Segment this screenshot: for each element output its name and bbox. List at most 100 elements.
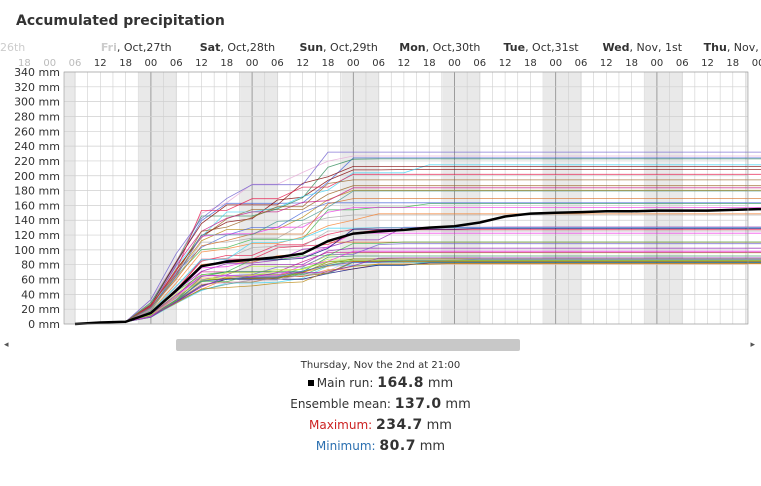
day-label: Fri, Oct,27th — [101, 41, 172, 54]
tooltip-time: Thursday, Nov the 2nd at 21:00 — [300, 360, 461, 371]
y-tick-label: 260 mm — [14, 125, 60, 138]
main-run-label: Main run: — [316, 376, 374, 390]
day-label: Tue, Oct,31st — [503, 41, 579, 54]
night-band — [64, 72, 76, 324]
y-tick-label: 100 mm — [14, 244, 60, 257]
x-tick-label: 18 — [18, 58, 31, 69]
ensemble-line — [74, 165, 761, 325]
day-label: Thu, Nov, 2nd — [704, 41, 761, 54]
ensemble-line — [74, 157, 761, 325]
x-tick-label: 18 — [322, 58, 335, 69]
x-tick-label: 06 — [575, 58, 588, 69]
ensemble-line — [74, 164, 761, 325]
night-band — [644, 72, 683, 324]
ensemble-line — [74, 250, 761, 325]
scroll-right-arrow-icon[interactable]: ▸ — [750, 340, 755, 350]
scroll-track[interactable] — [16, 336, 745, 354]
tooltip-maximum: Maximum: 234.7 mm — [0, 417, 761, 434]
x-tick-label: 18 — [119, 58, 132, 69]
ensemble-line — [74, 230, 761, 325]
y-tick-label: 20 mm — [21, 303, 60, 316]
x-tick-label: 18 — [524, 58, 537, 69]
y-tick-label: 340 mm — [14, 66, 60, 79]
day-label: Sat, Oct,28th — [200, 41, 275, 54]
tooltip-main-run: Main run: 164.8 mm — [0, 375, 761, 392]
ensemble-line — [74, 258, 761, 325]
x-tick-label: 06 — [271, 58, 284, 69]
x-tick-label: 00 — [752, 58, 761, 69]
maximum-label: Maximum: — [309, 418, 373, 432]
ensemble-line — [74, 189, 761, 325]
main-run-line — [74, 207, 761, 326]
x-tick-label: 00 — [651, 58, 664, 69]
y-tick-label: 0 mm — [28, 318, 60, 331]
ensemble-line — [74, 259, 761, 325]
main-run-marker-icon — [307, 380, 314, 386]
ensemble-line — [74, 262, 761, 325]
ensemble-line — [74, 158, 761, 325]
y-tick-label: 120 mm — [14, 229, 60, 242]
ensemble-line — [74, 179, 761, 325]
y-tick-label: 200 mm — [14, 170, 60, 183]
ensemble-line — [74, 169, 761, 325]
y-tick-label: 60 mm — [21, 274, 60, 287]
ensemble-line — [74, 243, 761, 325]
x-tick-label: 12 — [296, 58, 309, 69]
x-tick-label: 12 — [499, 58, 512, 69]
ensemble-line — [74, 214, 761, 325]
x-tick-label: 06 — [69, 58, 82, 69]
x-tick-label: 06 — [372, 58, 385, 69]
x-tick-label: 00 — [347, 58, 360, 69]
night-band — [341, 72, 380, 324]
ensemble-mean-value: 137.0 — [394, 396, 442, 412]
ensemble-line — [74, 203, 761, 325]
day-label: 26th — [0, 41, 25, 54]
scroll-thumb[interactable] — [176, 339, 520, 351]
x-tick-label: 18 — [726, 58, 739, 69]
ensemble-line — [74, 151, 761, 325]
x-tick-label: 06 — [676, 58, 689, 69]
x-tick-label: 06 — [473, 58, 486, 69]
x-tick-label: 12 — [195, 58, 208, 69]
minimum-value: 80.7 — [379, 438, 416, 454]
chart-scrollbar[interactable]: ◂ ▸ — [0, 336, 761, 354]
y-tick-label: 280 mm — [14, 110, 60, 123]
tooltip-minimum: Minimum: 80.7 mm — [0, 438, 761, 455]
ensemble-line — [74, 263, 761, 325]
ensemble-line — [74, 260, 761, 325]
x-tick-label: 18 — [423, 58, 436, 69]
x-tick-label: 12 — [600, 58, 613, 69]
ensemble-line — [74, 227, 761, 325]
day-label: Mon, Oct,30th — [399, 41, 480, 54]
tooltip-ensemble-mean: Ensemble mean: 137.0 mm — [0, 396, 761, 413]
ensemble-line — [74, 155, 761, 325]
ensemble-line — [74, 262, 761, 325]
scroll-left-arrow-icon[interactable]: ◂ — [4, 340, 9, 350]
y-tick-label: 160 mm — [14, 199, 60, 212]
ensemble-line — [74, 207, 761, 325]
ensemble-line — [74, 190, 761, 325]
ensemble-line — [74, 173, 761, 325]
ensemble-line — [74, 198, 761, 325]
x-tick-label: 00 — [145, 58, 158, 69]
x-tick-label: 00 — [549, 58, 562, 69]
x-tick-label: 06 — [170, 58, 183, 69]
ensemble-line — [74, 241, 761, 325]
y-tick-label: 220 mm — [14, 155, 60, 168]
maximum-value: 234.7 — [376, 417, 423, 433]
main-run-unit: mm — [427, 376, 454, 391]
x-tick-label: 18 — [220, 58, 233, 69]
x-tick-label: 12 — [94, 58, 107, 69]
night-band — [442, 72, 481, 324]
y-tick-label: 140 mm — [14, 214, 60, 227]
minimum-unit: mm — [419, 439, 446, 454]
x-tick-label: 00 — [43, 58, 56, 69]
x-tick-label: 18 — [625, 58, 638, 69]
day-label: Sun, Oct,29th — [299, 41, 377, 54]
chart-title: Accumulated precipitation — [16, 13, 225, 29]
day-label: Wed, Nov, 1st — [602, 41, 682, 54]
night-band — [543, 72, 582, 324]
ensemble-line — [74, 251, 761, 325]
y-tick-label: 300 mm — [14, 96, 60, 109]
